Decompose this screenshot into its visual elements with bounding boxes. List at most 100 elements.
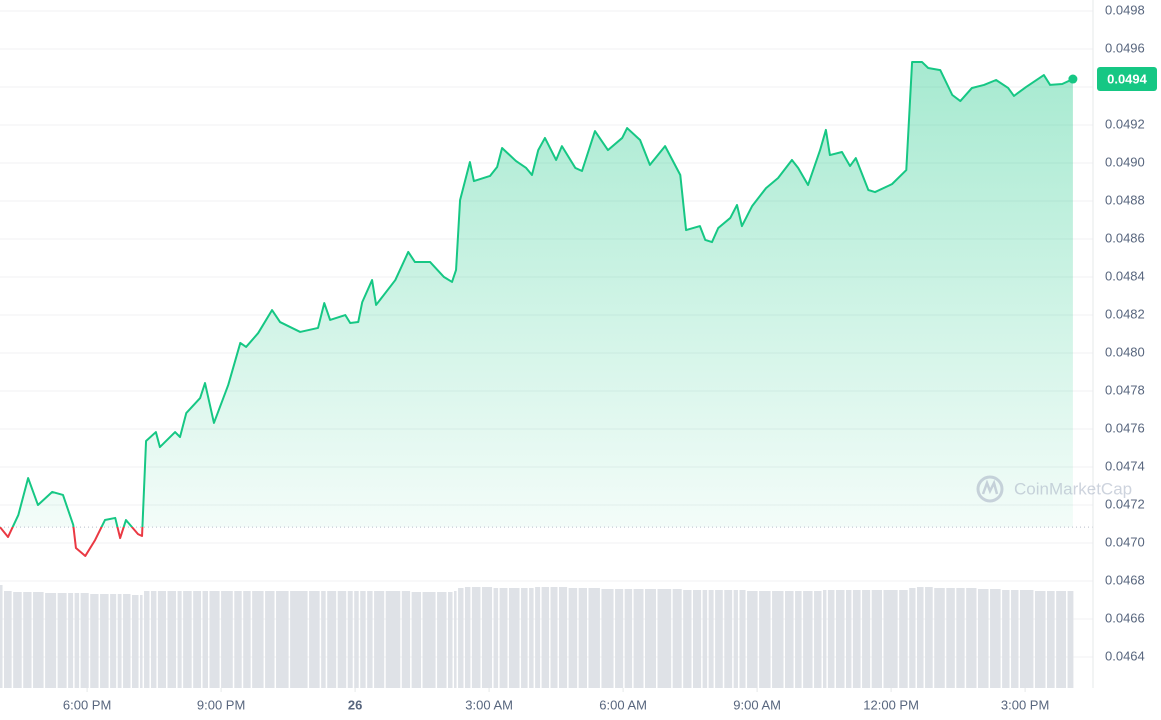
volume-bar: [772, 591, 784, 688]
volume-bar: [309, 591, 320, 688]
volume-bar: [360, 591, 366, 688]
volume-bar: [374, 591, 385, 688]
volume-bar: [144, 591, 150, 688]
volume-bar: [337, 591, 347, 688]
volume-bar: [883, 590, 898, 688]
volume-bar: [909, 588, 916, 688]
y-tick-label: 0.0470: [1105, 534, 1145, 549]
y-tick-label: 0.0484: [1105, 268, 1145, 283]
watermark: CoinMarketCap: [976, 475, 1132, 503]
y-tick-label: 0.0472: [1105, 496, 1145, 511]
volume-bar: [529, 588, 534, 688]
volume-bar: [243, 591, 251, 688]
volume-bar: [966, 588, 977, 688]
x-tick-label: 9:00 AM: [733, 697, 781, 712]
volume-bar: [702, 590, 708, 688]
y-tick-label: 0.0474: [1105, 458, 1145, 473]
volume-bar: [150, 591, 157, 688]
price-tag: [1097, 67, 1157, 92]
volume-bar: [946, 588, 955, 688]
volume-bar: [183, 591, 192, 688]
volume-bar: [693, 590, 702, 688]
volume-bar: [354, 591, 359, 688]
y-tick-label: 0.0478: [1105, 382, 1145, 397]
volume-bar: [1019, 590, 1034, 688]
x-tick-label: 3:00 AM: [465, 697, 513, 712]
watermark-text: CoinMarketCap: [1014, 479, 1132, 498]
volume-bar: [835, 590, 845, 688]
y-tick-label: 0.0482: [1105, 306, 1145, 321]
volume-bar: [193, 591, 202, 688]
volume-bar: [845, 590, 852, 688]
volume-bar: [708, 590, 714, 688]
volume-bar: [795, 591, 802, 688]
y-tick-label: 0.0466: [1105, 610, 1145, 625]
volume-bar: [80, 593, 89, 688]
volume-bar: [74, 593, 80, 688]
volume-bar: [535, 587, 541, 688]
y-tick-label: 0.0468: [1105, 572, 1145, 587]
volume-bar: [458, 588, 464, 688]
volume-bar: [1046, 591, 1055, 688]
volume-bar: [785, 591, 794, 688]
volume-bar: [265, 591, 275, 688]
x-tick-label: 9:00 PM: [197, 697, 245, 712]
volume-bar: [464, 587, 471, 688]
volume-bar: [454, 591, 457, 688]
volume-bar: [862, 590, 871, 688]
price-tag-label: 0.0494: [1107, 71, 1148, 86]
axes: 0.0464 0.0466 0.0468 0.0470 0.0472 0.0474 0.04…: [63, 2, 1157, 712]
y-tick-label: 0.0492: [1105, 116, 1145, 131]
volume-bar: [601, 589, 614, 688]
volume-bar: [422, 592, 436, 688]
volume-bar: [568, 588, 578, 688]
volume-bar: [739, 590, 746, 688]
volume-bar: [541, 587, 550, 688]
volume-bar: [252, 591, 264, 688]
volume-bar: [1011, 590, 1019, 688]
last-point: [1068, 74, 1078, 84]
volume-bar: [411, 592, 422, 688]
volume-bar: [827, 590, 835, 688]
volume-bar: [68, 593, 74, 688]
volume-bar: [672, 589, 682, 688]
volume-bar: [0, 585, 3, 688]
volume-bar: [1056, 591, 1067, 688]
volume-bar: [814, 591, 822, 688]
volume-bar: [202, 591, 208, 688]
volume-bar: [33, 592, 44, 688]
y-tick-label: 0.0480: [1105, 344, 1145, 359]
volume-bar: [347, 591, 353, 688]
volume-bar: [493, 588, 499, 688]
volume-bar: [234, 591, 242, 688]
volume-bar: [90, 594, 99, 688]
volume-bar: [276, 591, 289, 688]
volume-bar: [871, 590, 883, 688]
x-tick-label: 6:00 AM: [599, 697, 647, 712]
volume-bar: [508, 588, 520, 688]
volume-bar: [624, 589, 633, 688]
volume-bar: [956, 588, 965, 688]
volume-bar: [13, 592, 22, 688]
y-tick-label: 0.0486: [1105, 230, 1145, 245]
volume-bar: [934, 588, 945, 688]
volume-bar: [578, 588, 587, 688]
volume-bar: [327, 591, 337, 688]
volume-bar: [822, 590, 827, 688]
x-tick-label: 12:00 PM: [863, 697, 919, 712]
x-tick-label: 6:00 PM: [63, 697, 111, 712]
volume-bar: [437, 592, 447, 688]
y-tick-label: 0.0496: [1105, 40, 1145, 55]
volume-bar: [471, 587, 481, 688]
volume-bars: [0, 585, 1074, 688]
volume-bar: [644, 589, 656, 688]
volume-bar: [401, 591, 411, 688]
volume-bar: [290, 591, 308, 688]
y-tick-label: 0.0476: [1105, 420, 1145, 435]
volume-bar: [110, 594, 117, 688]
volume-bar: [550, 587, 558, 688]
volume-bar: [167, 591, 177, 688]
volume-bar: [852, 590, 861, 688]
volume-bar: [131, 595, 139, 688]
